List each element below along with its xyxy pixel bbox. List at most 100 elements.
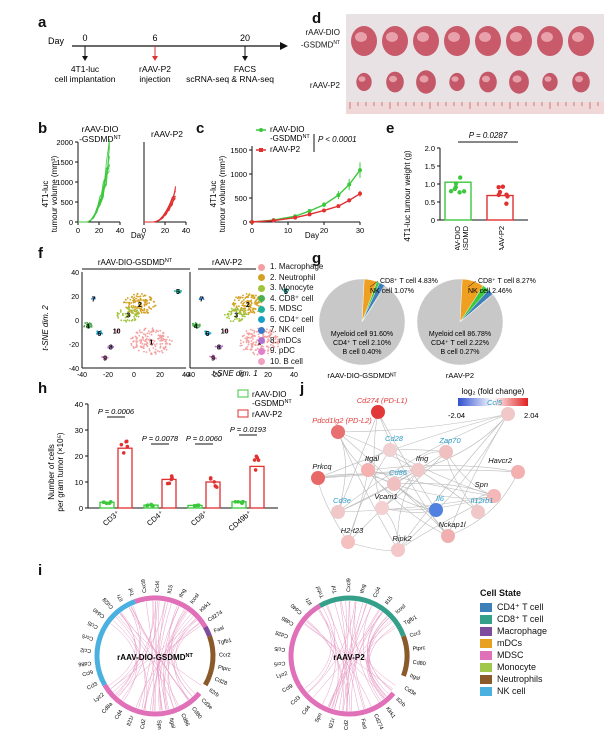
f-point bbox=[276, 335, 279, 338]
f-point bbox=[242, 299, 245, 301]
f-point bbox=[192, 324, 194, 327]
chord-arc bbox=[401, 635, 410, 677]
panel-label-c: c bbox=[196, 120, 205, 137]
f-point bbox=[133, 308, 136, 311]
h-ytick-label: 20 bbox=[75, 452, 83, 461]
b-series-line bbox=[78, 165, 110, 223]
f-point bbox=[194, 323, 197, 326]
f-point bbox=[157, 337, 160, 340]
f-point bbox=[120, 319, 123, 322]
f-point bbox=[151, 329, 154, 331]
chord-gene-label: Ccr5 bbox=[81, 632, 94, 641]
f-point bbox=[229, 320, 232, 323]
b-series-line bbox=[144, 195, 176, 223]
f-point bbox=[254, 308, 257, 311]
panel-label-b: b bbox=[38, 120, 48, 137]
f-legend-dot bbox=[258, 337, 265, 345]
f-point bbox=[197, 324, 200, 327]
f-point bbox=[159, 343, 162, 345]
chord-link bbox=[341, 601, 396, 686]
f-point bbox=[248, 308, 251, 311]
h-point bbox=[104, 501, 109, 506]
f-xtick-label: -40 bbox=[185, 372, 195, 379]
f-point bbox=[277, 345, 279, 348]
f-point bbox=[224, 330, 227, 333]
i-legend-swatch bbox=[480, 686, 492, 696]
tumour-highlight bbox=[572, 32, 584, 42]
f-point bbox=[238, 299, 240, 302]
panel-h-plot: 0 10 20 30 40 CD3⁺ P = 0.0006 CD4⁺ P = 0.0078 CD8… bbox=[47, 389, 292, 533]
f-point bbox=[119, 311, 122, 313]
c-p2-point bbox=[322, 208, 326, 213]
b-xtick-label: 20 bbox=[161, 226, 169, 235]
f-point bbox=[246, 336, 249, 338]
f-point bbox=[96, 332, 98, 335]
b-series-line bbox=[78, 156, 110, 223]
f-point bbox=[140, 346, 142, 349]
b-ylabel-2: tumour volume (mm³) bbox=[50, 155, 59, 232]
f-legend-dot bbox=[258, 284, 265, 292]
f-legend-row: 1. Macrophage bbox=[258, 262, 323, 273]
b-series-line bbox=[144, 195, 176, 223]
f-point bbox=[239, 344, 242, 347]
chord-link bbox=[329, 627, 397, 708]
f-point bbox=[142, 333, 145, 336]
c-p2-point bbox=[293, 215, 298, 220]
f-point bbox=[142, 345, 145, 347]
f-point bbox=[248, 304, 251, 307]
f-point bbox=[222, 330, 225, 333]
f-point bbox=[137, 299, 140, 301]
c-dio-point bbox=[358, 168, 362, 173]
f-legend-dot bbox=[258, 274, 265, 282]
j-gene-label: Zap70 bbox=[438, 436, 461, 445]
f-point bbox=[270, 341, 273, 343]
f-point bbox=[193, 326, 196, 328]
chord-gene-label: Tgfb1 bbox=[217, 638, 232, 646]
f-point bbox=[146, 302, 149, 305]
f-point bbox=[233, 308, 236, 311]
f-point bbox=[144, 340, 146, 343]
f-point bbox=[266, 340, 269, 343]
chord-link bbox=[367, 611, 393, 691]
f-point bbox=[131, 337, 134, 340]
chord-gene-label: Cd40 bbox=[92, 606, 106, 619]
chord-link bbox=[306, 621, 348, 711]
chord-link bbox=[304, 609, 332, 689]
f-point bbox=[247, 301, 250, 304]
chord-gene-label: Cd28 bbox=[102, 596, 115, 610]
f-point bbox=[147, 311, 150, 314]
panel-label-d: d bbox=[312, 10, 322, 27]
f-point bbox=[270, 330, 272, 333]
f-point bbox=[115, 330, 118, 333]
f-point bbox=[250, 296, 253, 299]
f-point bbox=[197, 326, 200, 329]
f-point bbox=[198, 324, 201, 327]
chord-link bbox=[351, 610, 380, 711]
j-edge bbox=[337, 413, 509, 513]
f-point bbox=[138, 329, 141, 332]
event-facs: FACS bbox=[234, 64, 257, 74]
f-point bbox=[138, 312, 141, 315]
f-point bbox=[245, 292, 248, 295]
f-point bbox=[135, 340, 138, 343]
f-cluster-label: 1 bbox=[149, 339, 153, 346]
chord-gene-label: Spn bbox=[156, 720, 162, 730]
tumour-highlight bbox=[451, 76, 459, 82]
tumour-highlight bbox=[358, 76, 366, 82]
f-point bbox=[204, 333, 207, 335]
f-point bbox=[145, 310, 148, 313]
chord-link bbox=[117, 615, 174, 708]
f-point bbox=[132, 297, 135, 300]
f-point bbox=[276, 341, 279, 344]
i-legend-swatch bbox=[480, 626, 492, 636]
f-point bbox=[248, 336, 251, 339]
f-point bbox=[255, 294, 257, 297]
chord-gene-label: Ptprc bbox=[412, 645, 426, 652]
f-point bbox=[143, 350, 145, 353]
e-xtick-label: rAAV-P2 bbox=[497, 226, 506, 250]
chord-gene-label: Ccl9 bbox=[281, 684, 294, 695]
chord-link bbox=[152, 606, 180, 711]
f-point bbox=[138, 303, 140, 306]
tumour-highlight bbox=[479, 32, 491, 42]
f-point bbox=[238, 305, 240, 308]
